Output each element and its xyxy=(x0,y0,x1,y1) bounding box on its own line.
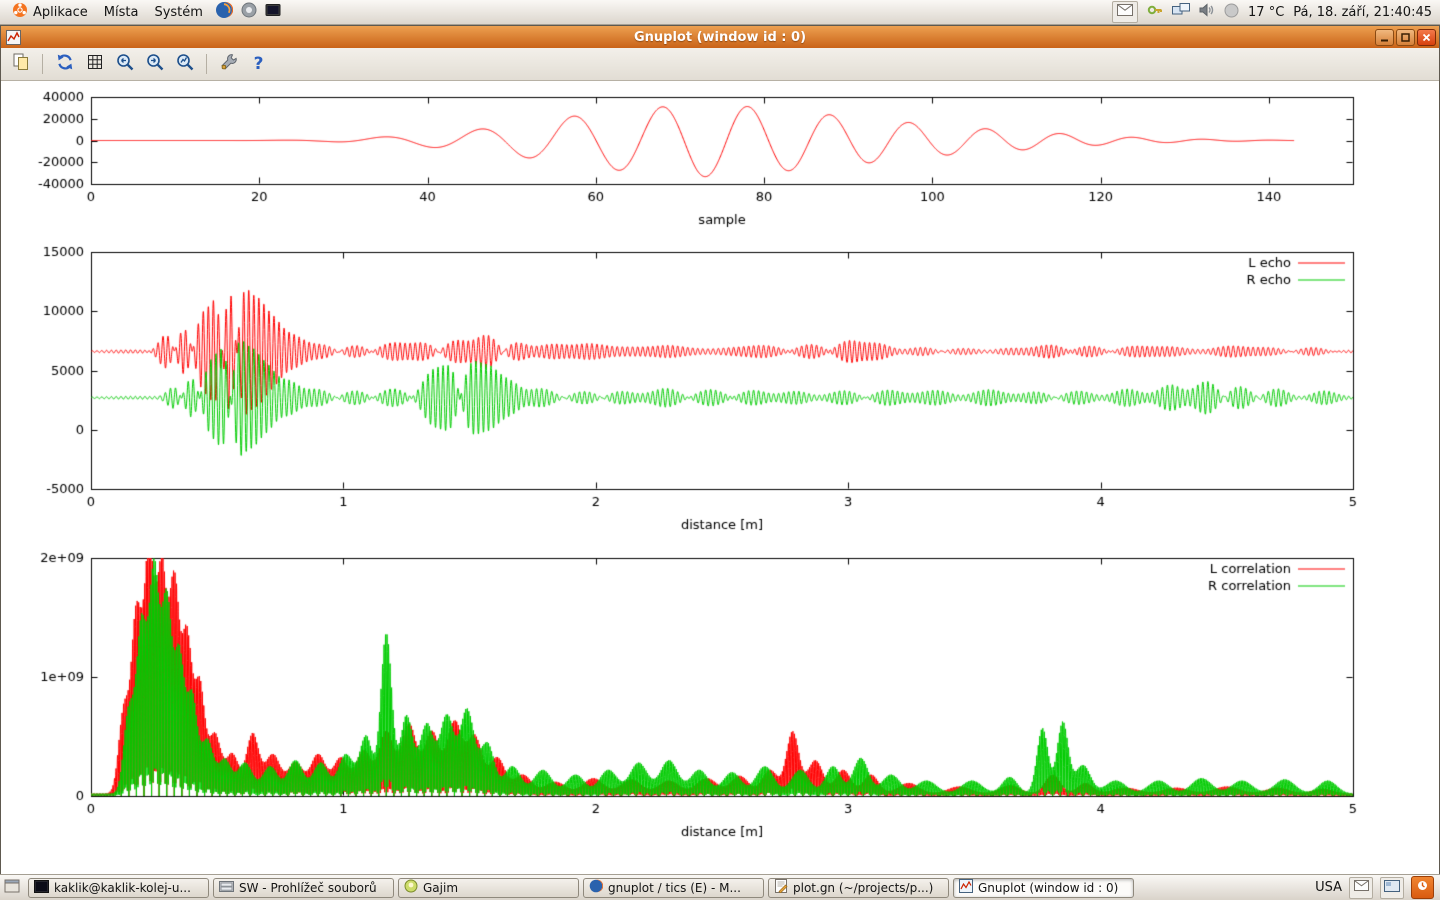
toolbar: ? xyxy=(1,48,1439,81)
menu-system[interactable]: Systém xyxy=(146,3,210,22)
help-launcher[interactable] xyxy=(241,2,257,22)
text-editor-icon xyxy=(774,879,788,896)
titlebar[interactable]: Gnuplot (window id : 0) xyxy=(1,26,1439,48)
terminal-launcher[interactable] xyxy=(265,2,281,22)
firefox-icon xyxy=(215,1,234,23)
volume-icon[interactable] xyxy=(1199,3,1215,21)
gnuplot-window: Gnuplot (window id : 0) xyxy=(0,25,1440,874)
task-button-label: kaklik@kaklik-kolej-u... xyxy=(54,880,191,895)
window-controls xyxy=(1375,28,1436,46)
task-button[interactable]: plot.gn (~/projects/p...) xyxy=(768,877,949,898)
update-notifier[interactable] xyxy=(1411,876,1434,899)
help-question-icon: ? xyxy=(253,54,264,74)
maximize-button[interactable] xyxy=(1396,28,1415,46)
wrench-icon xyxy=(219,52,239,76)
zoom-previous-button[interactable] xyxy=(111,51,138,77)
plots-canvas[interactable] xyxy=(1,81,1439,874)
task-button-label: SW - Prohlížeč souborů xyxy=(239,880,377,895)
gnuplot-icon xyxy=(959,879,973,896)
grid-icon xyxy=(85,52,105,76)
workspace-icon xyxy=(1384,879,1400,896)
zoom-next-button[interactable] xyxy=(141,51,168,77)
update-icon xyxy=(1417,880,1428,895)
menu-places[interactable]: Místa xyxy=(96,3,147,22)
taskbar-tray: USA xyxy=(1315,876,1436,899)
mail-applet[interactable] xyxy=(1112,1,1139,23)
menu-system-label: Systém xyxy=(154,4,203,20)
file-manager-icon xyxy=(219,880,234,896)
terminal-icon xyxy=(34,879,49,896)
task-button[interactable]: Gnuplot (window id : 0) xyxy=(953,877,1134,898)
copy-icon xyxy=(11,52,31,76)
menu-applications[interactable]: Aplikace xyxy=(4,0,96,24)
copy-to-clipboard-button[interactable] xyxy=(7,51,34,77)
network-icon[interactable] xyxy=(1172,3,1191,21)
menu-applications-label: Aplikace xyxy=(33,4,88,20)
terminal-icon xyxy=(265,2,281,22)
workspace-applet[interactable] xyxy=(1380,876,1404,899)
weather-icon[interactable] xyxy=(1224,3,1239,22)
mail-icon xyxy=(1117,4,1134,20)
gajim-icon xyxy=(404,879,418,896)
firefox-launcher[interactable] xyxy=(215,1,234,23)
window-icon xyxy=(6,29,21,45)
task-button[interactable]: gnuplot / tics (E) - M... xyxy=(583,877,764,898)
task-button-label: Gnuplot (window id : 0) xyxy=(978,880,1119,895)
temperature-indicator[interactable]: 17 °C xyxy=(1248,4,1285,20)
replot-button[interactable] xyxy=(51,51,78,77)
plot-area xyxy=(1,81,1439,874)
zoom-next-icon xyxy=(145,52,165,76)
keyring-icon[interactable] xyxy=(1147,2,1163,22)
task-button[interactable]: SW - Prohlížeč souborů xyxy=(213,877,394,898)
task-button-label: gnuplot / tics (E) - M... xyxy=(608,880,741,895)
replot-icon xyxy=(55,52,75,76)
ubuntu-logo-icon xyxy=(12,2,28,22)
mail-icon xyxy=(1353,880,1369,895)
show-desktop-button[interactable] xyxy=(4,878,20,898)
top-panel: Aplikace Místa Systém xyxy=(0,0,1440,25)
keyboard-layout-indicator[interactable]: USA xyxy=(1315,880,1342,895)
taskbar: kaklik@kaklik-kolej-u... SW - Prohlížeč … xyxy=(0,874,1440,900)
toolbar-separator xyxy=(206,54,207,74)
minimize-button[interactable] xyxy=(1375,28,1394,46)
task-button-label: Gajim xyxy=(423,880,459,895)
firefox-icon xyxy=(589,879,604,896)
show-desktop-icon xyxy=(4,878,20,898)
toolbar-separator xyxy=(42,54,43,74)
close-button[interactable] xyxy=(1417,28,1436,46)
autoscale-button[interactable] xyxy=(171,51,198,77)
help-icon xyxy=(241,2,257,22)
menu-places-label: Místa xyxy=(103,4,139,20)
help-button[interactable]: ? xyxy=(245,51,272,77)
autoscale-icon xyxy=(175,52,195,76)
panel-tray: 17 °C Pá, 18. září, 21:40:45 xyxy=(1112,1,1436,23)
configure-button[interactable] xyxy=(215,51,242,77)
task-button[interactable]: Gajim xyxy=(398,877,579,898)
task-button-label: plot.gn (~/projects/p...) xyxy=(793,880,934,895)
window-title: Gnuplot (window id : 0) xyxy=(633,29,807,45)
zoom-previous-icon xyxy=(115,52,135,76)
toggle-grid-button[interactable] xyxy=(81,51,108,77)
clock-applet[interactable]: Pá, 18. září, 21:40:45 xyxy=(1293,4,1432,20)
mail-notification-applet[interactable] xyxy=(1349,876,1373,899)
task-button[interactable]: kaklik@kaklik-kolej-u... xyxy=(28,877,209,898)
